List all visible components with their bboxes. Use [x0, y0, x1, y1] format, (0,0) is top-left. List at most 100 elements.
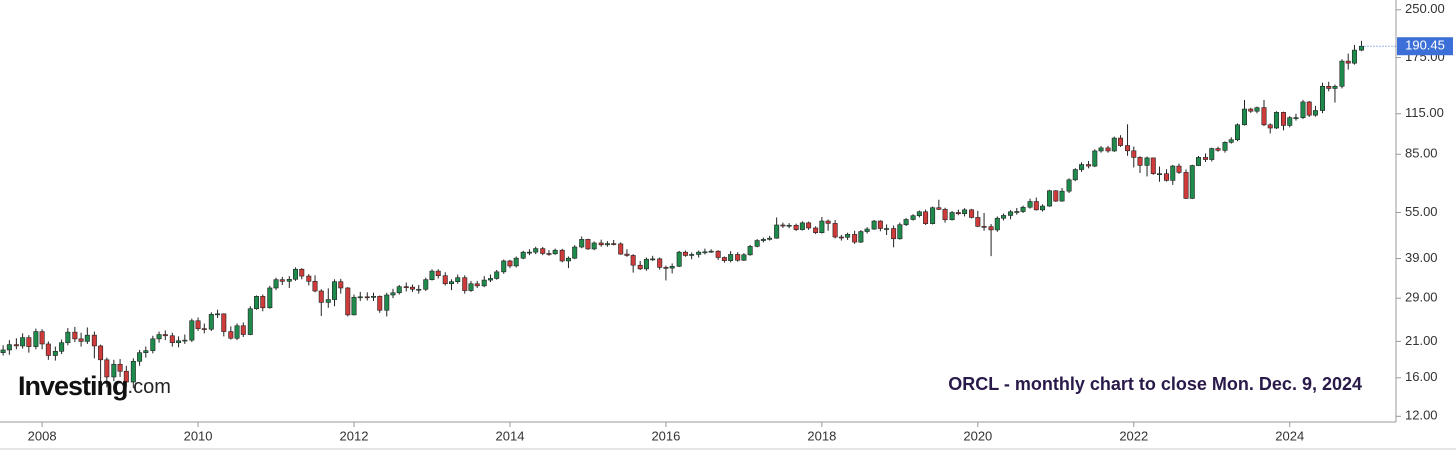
candle-body	[117, 363, 123, 372]
candle-body	[306, 275, 312, 282]
candle-body	[6, 344, 12, 351]
candle-body	[371, 296, 377, 298]
x-tick-label: 2008	[28, 428, 57, 443]
candle-body	[741, 254, 747, 261]
candle-body	[98, 345, 104, 361]
candle-body	[247, 308, 253, 335]
candle-body	[260, 296, 266, 309]
candle-body	[735, 254, 741, 261]
candle-body	[1150, 157, 1156, 174]
candle-body	[143, 350, 149, 353]
candle-body	[572, 246, 578, 259]
last-price-tag	[1397, 37, 1453, 56]
candle-body	[1001, 215, 1007, 219]
candle-body	[357, 296, 363, 299]
candle-body	[228, 331, 234, 339]
candle-body	[345, 287, 351, 316]
candle-body	[988, 226, 994, 231]
candle-body	[1137, 157, 1143, 166]
candle-body	[1033, 201, 1039, 211]
candle-body	[215, 313, 221, 316]
candle-body	[364, 296, 370, 299]
candle-body	[845, 234, 851, 238]
candle-body	[325, 299, 331, 303]
candle-body	[1306, 101, 1312, 116]
candle-body	[799, 222, 805, 230]
candle-body	[1176, 165, 1182, 173]
candle-body	[1195, 157, 1201, 166]
candle-body	[318, 290, 324, 303]
candle-body	[1234, 124, 1240, 141]
candle-body	[201, 328, 207, 330]
candle-body	[150, 338, 156, 351]
candle-body	[981, 226, 987, 228]
candle-body	[267, 287, 273, 309]
candle-body	[540, 248, 546, 254]
candle-body	[384, 294, 390, 311]
candle-body	[669, 265, 675, 269]
candle-body	[962, 209, 968, 215]
candle-body	[1040, 205, 1046, 211]
candle-body	[1125, 145, 1131, 152]
candle-body	[501, 260, 507, 273]
candle-body	[858, 231, 864, 243]
candle-body	[728, 254, 734, 261]
candle-body	[579, 239, 585, 248]
candle-body	[637, 264, 643, 270]
candle-body	[1358, 45, 1364, 51]
x-tick-label: 2022	[1119, 428, 1148, 443]
y-tick-label: 16.00	[1405, 369, 1438, 384]
x-tick-label: 2018	[807, 428, 836, 443]
candle-body	[351, 296, 357, 316]
candle-body	[1228, 139, 1234, 143]
candle-body	[1170, 165, 1176, 181]
candle-body	[312, 280, 318, 292]
candle-body	[1203, 157, 1209, 160]
candle-body	[1027, 201, 1033, 208]
y-tick-label: 29.00	[1405, 290, 1438, 305]
candle-body	[182, 339, 188, 342]
y-tick-label: 85.00	[1405, 146, 1438, 161]
candle-body	[721, 257, 727, 261]
candle-body	[838, 236, 844, 239]
candle-body	[1319, 85, 1325, 111]
candle-body	[234, 325, 240, 339]
candle-body	[689, 254, 695, 256]
x-tick-label: 2012	[340, 428, 369, 443]
candle-body	[0, 349, 6, 353]
candle-body	[45, 343, 51, 356]
candle-body	[591, 242, 597, 250]
candle-body	[1209, 148, 1215, 160]
candle-body	[279, 279, 285, 282]
candle-body	[975, 217, 981, 227]
candle-body	[1273, 112, 1279, 129]
candle-body	[754, 240, 760, 247]
y-tick-label: 39.00	[1405, 250, 1438, 265]
candle-body	[1222, 142, 1228, 151]
candle-body	[332, 281, 338, 300]
y-tick-label: 115.00	[1405, 105, 1444, 120]
candle-body	[91, 334, 97, 347]
candle-body	[1248, 108, 1254, 112]
candle-body	[708, 250, 714, 253]
candle-body	[657, 258, 663, 268]
candle-body	[955, 212, 961, 215]
candle-body	[877, 220, 883, 229]
candle-body	[513, 257, 519, 267]
candle-body	[435, 270, 441, 277]
candle-body	[650, 258, 656, 261]
candle-body	[604, 243, 610, 246]
candle-body	[507, 260, 513, 267]
candle-body	[969, 209, 975, 218]
candle-body	[552, 249, 558, 255]
candle-body	[162, 334, 168, 337]
candle-body	[1215, 148, 1221, 151]
candle-body	[416, 288, 422, 291]
x-tick-label: 2010	[184, 428, 213, 443]
candle-body	[1086, 164, 1092, 167]
annotation: ORCL - monthly chart to close Mon. Dec. …	[948, 374, 1362, 394]
candle-body	[1144, 157, 1150, 166]
candle-body	[1293, 117, 1299, 119]
